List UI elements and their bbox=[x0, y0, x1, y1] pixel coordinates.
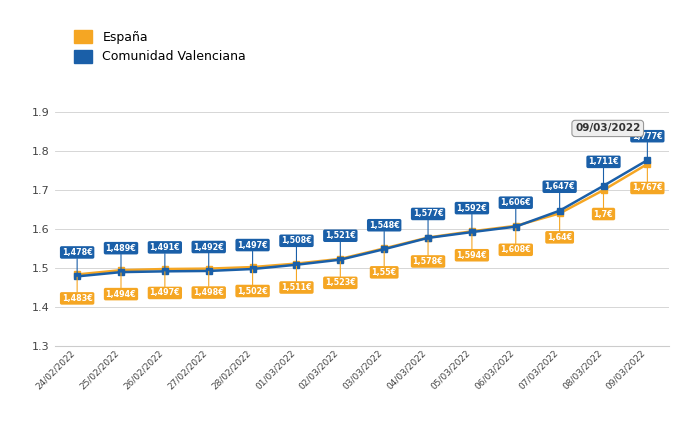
Text: 1,502€: 1,502€ bbox=[237, 270, 268, 295]
Text: 1,508€: 1,508€ bbox=[281, 236, 312, 262]
Text: 1,511€: 1,511€ bbox=[281, 267, 312, 292]
Text: 1,498€: 1,498€ bbox=[193, 271, 224, 297]
Text: 1,497€: 1,497€ bbox=[150, 272, 180, 298]
Text: 1,592€: 1,592€ bbox=[457, 203, 487, 229]
Text: 1,494€: 1,494€ bbox=[106, 273, 137, 299]
Text: 1,577€: 1,577€ bbox=[413, 210, 444, 235]
Text: 1,497€: 1,497€ bbox=[237, 241, 268, 266]
Text: 1,594€: 1,594€ bbox=[457, 234, 487, 260]
Text: 1,7€: 1,7€ bbox=[593, 193, 613, 219]
Text: 1,478€: 1,478€ bbox=[61, 248, 92, 273]
Text: 1,608€: 1,608€ bbox=[500, 229, 531, 254]
Text: 1,647€: 1,647€ bbox=[544, 182, 575, 208]
Text: 1,767€: 1,767€ bbox=[632, 167, 662, 193]
Text: 1,55€: 1,55€ bbox=[371, 251, 397, 277]
Text: 1,483€: 1,483€ bbox=[61, 277, 92, 303]
Legend: España, Comunidad Valenciana: España, Comunidad Valenciana bbox=[74, 30, 246, 64]
Text: 1,491€: 1,491€ bbox=[150, 243, 180, 269]
Text: 1,606€: 1,606€ bbox=[500, 198, 531, 224]
Text: 09/03/2022: 09/03/2022 bbox=[575, 124, 640, 133]
Text: 1,548€: 1,548€ bbox=[368, 221, 400, 246]
Text: 1,578€: 1,578€ bbox=[413, 240, 444, 266]
Text: 1,492€: 1,492€ bbox=[193, 242, 224, 268]
Text: 1,777€: 1,777€ bbox=[632, 132, 662, 157]
Text: 1,64€: 1,64€ bbox=[547, 216, 572, 242]
Text: 1,523€: 1,523€ bbox=[325, 262, 356, 287]
Text: 1,711€: 1,711€ bbox=[588, 157, 619, 183]
Text: 1,521€: 1,521€ bbox=[325, 231, 356, 257]
Text: 1,489€: 1,489€ bbox=[106, 244, 137, 269]
